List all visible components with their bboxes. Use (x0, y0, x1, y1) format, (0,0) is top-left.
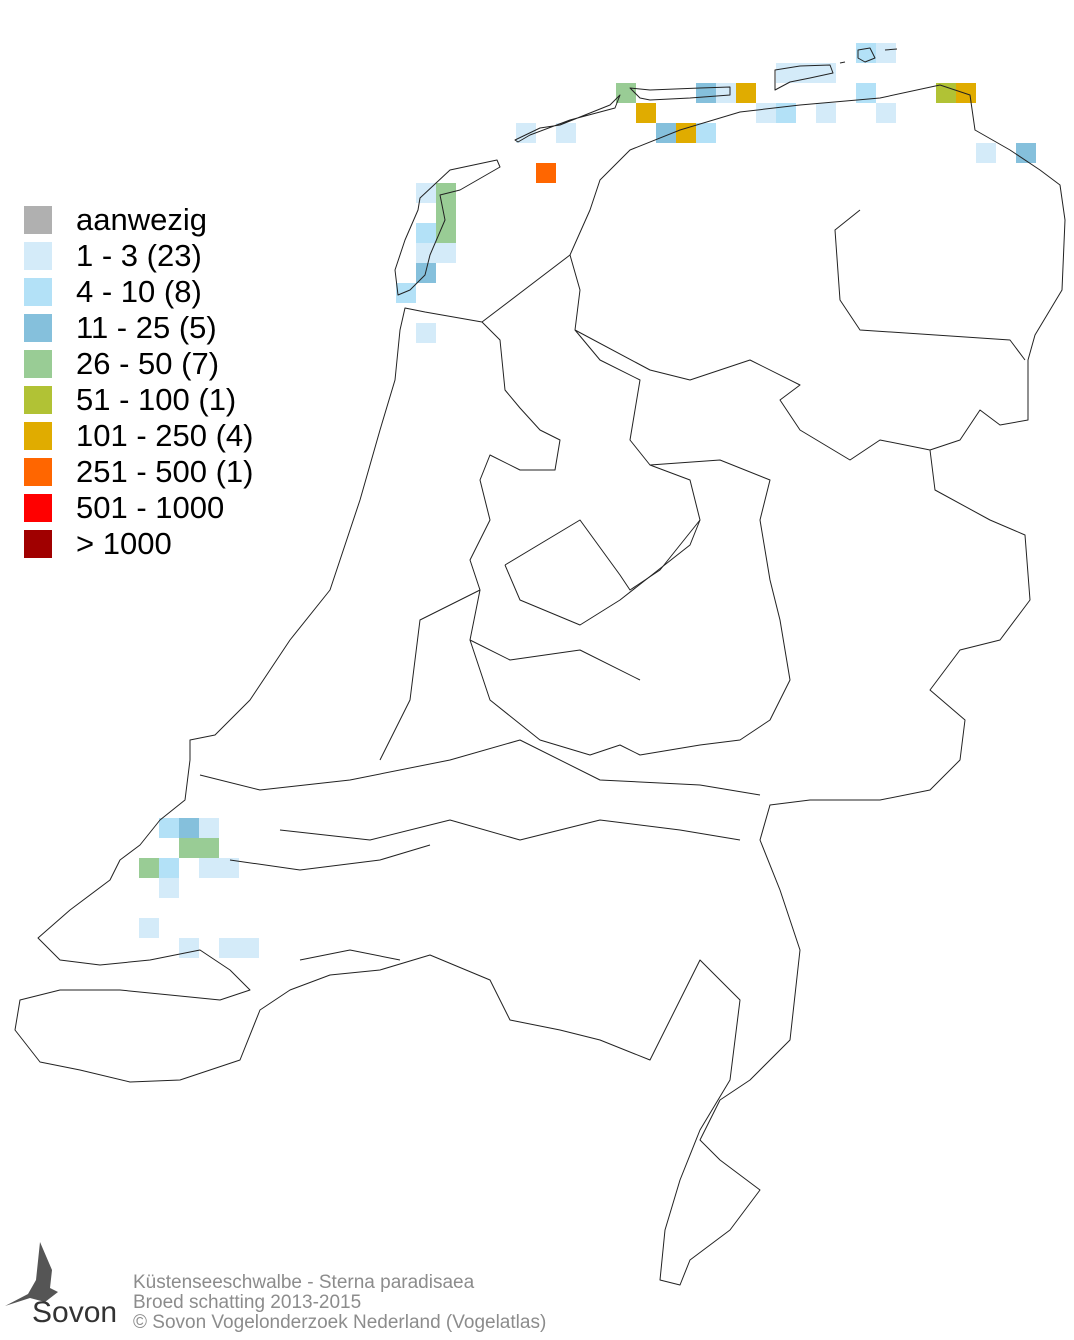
grid-cell (856, 83, 876, 103)
grid-cells (139, 43, 1036, 958)
legend-label: 51 - 100 (1) (76, 382, 237, 417)
grid-cell (179, 818, 199, 838)
grid-cell (199, 838, 219, 858)
grid-cell (416, 323, 436, 343)
legend-item: 11 - 25 (5) (24, 310, 254, 346)
map-caption: Küstenseeschwalbe - Sterna paradisaea Br… (133, 1273, 546, 1333)
grid-cell (696, 83, 716, 103)
ameland (774, 64, 834, 91)
grid-cell (556, 123, 576, 143)
legend-swatch (24, 350, 52, 378)
grid-cell (199, 858, 219, 878)
legend-swatch (24, 386, 52, 414)
legend: aanwezig 1 - 3 (23) 4 - 10 (8) 11 - 25 (5) 2… (24, 202, 254, 562)
grid-cell (536, 163, 556, 183)
legend-item: 251 - 500 (1) (24, 454, 254, 490)
rivers (199, 739, 761, 871)
legend-swatch (24, 242, 52, 270)
grid-cell (139, 858, 159, 878)
legend-swatch (24, 422, 52, 450)
map-outlines (14, 47, 1066, 1286)
grid-cell (436, 223, 456, 243)
grid-cell (976, 143, 996, 163)
legend-label: > 1000 (76, 526, 172, 561)
sovon-bird-logo (5, 1242, 58, 1306)
legend-swatch (24, 314, 52, 342)
legend-item: aanwezig (24, 202, 254, 238)
vlieland (514, 94, 621, 143)
grid-cell (616, 83, 636, 103)
legend-label: 4 - 10 (8) (76, 274, 202, 309)
grid-cell (776, 63, 796, 83)
grid-cell (676, 123, 696, 143)
grid-cell (1016, 143, 1036, 163)
legend-item: > 1000 (24, 526, 254, 562)
afsluitdijk (481, 254, 571, 323)
mainland-outline (14, 84, 1066, 1286)
grid-cell (416, 243, 436, 263)
province-border-3 (299, 589, 641, 961)
terschelling (629, 86, 731, 101)
grid-cell (159, 818, 179, 838)
grid-cell (516, 123, 536, 143)
grid-cell (636, 103, 656, 123)
survey-period: Broed schatting 2013-2015 (133, 1292, 362, 1313)
flevoland (504, 519, 701, 626)
grid-cell (179, 938, 199, 958)
grid-cell (956, 83, 976, 103)
legend-swatch (24, 278, 52, 306)
legend-label: 26 - 50 (7) (76, 346, 220, 381)
province-border-1 (574, 329, 931, 461)
grid-cell (756, 103, 776, 123)
rottumeroog (839, 48, 898, 64)
grid-cell (876, 43, 896, 63)
legend-swatch (24, 530, 52, 558)
grid-cell (856, 43, 876, 63)
legend-label: 11 - 25 (5) (76, 310, 217, 345)
legend-label: aanwezig (76, 202, 207, 237)
ijsselmeer-shore (504, 464, 701, 591)
grid-cell (696, 123, 716, 143)
legend-item: 501 - 1000 (24, 490, 254, 526)
legend-label: 251 - 500 (1) (76, 454, 254, 489)
grid-cell (716, 83, 736, 103)
grid-cell (199, 818, 219, 838)
grid-cell (139, 918, 159, 938)
legend-swatch (24, 458, 52, 486)
legend-swatch (24, 206, 52, 234)
grid-cell (396, 283, 416, 303)
legend-item: 51 - 100 (1) (24, 382, 254, 418)
grid-cell (436, 203, 456, 223)
grid-cell (219, 858, 239, 878)
schiermonnikoog (857, 47, 876, 63)
grid-cell (219, 938, 239, 958)
sovon-logo-text: Sovon (32, 1296, 118, 1329)
legend-item: 101 - 250 (4) (24, 418, 254, 454)
grid-cell (159, 858, 179, 878)
grid-cell (816, 103, 836, 123)
grid-cell (876, 103, 896, 123)
legend-item: 1 - 3 (23) (24, 238, 254, 274)
legend-label: 1 - 3 (23) (76, 238, 202, 273)
legend-item: 4 - 10 (8) (24, 274, 254, 310)
legend-swatch (24, 494, 52, 522)
species-name: Küstenseeschwalbe - Sterna paradisaea (133, 1272, 475, 1293)
copyright: © Sovon Vogelonderzoek Nederland (Vogela… (133, 1312, 547, 1333)
texel (394, 159, 501, 296)
grid-cell (179, 838, 199, 858)
legend-label: 101 - 250 (4) (76, 418, 254, 453)
legend-label: 501 - 1000 (76, 490, 225, 525)
grid-cell (936, 83, 956, 103)
grid-cell (436, 243, 456, 263)
grid-cell (776, 103, 796, 123)
province-border-2 (834, 209, 1026, 361)
grid-cell (736, 83, 756, 103)
legend-item: 26 - 50 (7) (24, 346, 254, 382)
grid-cell (159, 878, 179, 898)
grid-cell (239, 938, 259, 958)
grid-cell (416, 223, 436, 243)
